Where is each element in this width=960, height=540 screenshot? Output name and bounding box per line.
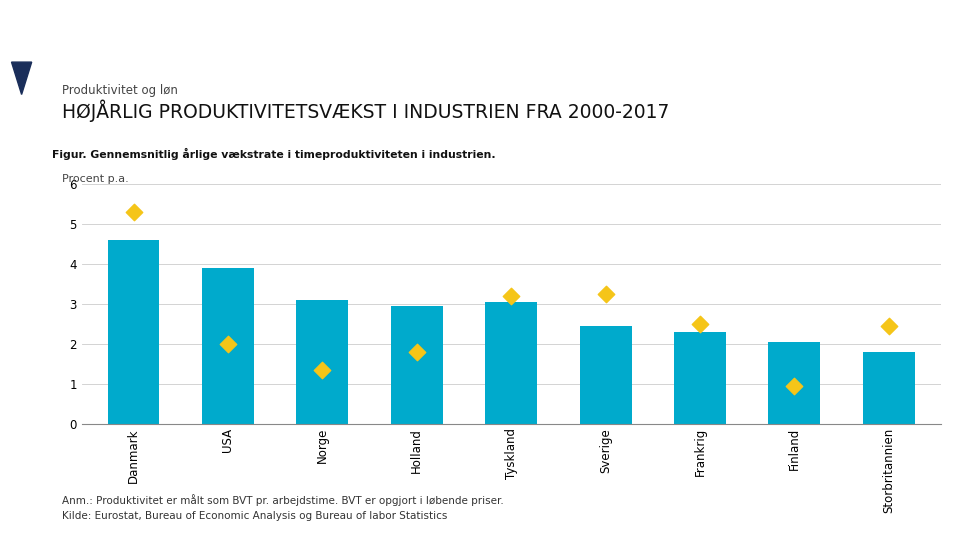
Point [315, 366, 330, 374]
Bar [391, 306, 443, 424]
Bar [769, 342, 821, 424]
Point [787, 382, 803, 390]
Bar [863, 352, 915, 424]
Text: DANSK
METAL: DANSK METAL [896, 20, 937, 42]
Text: Anm.: Produktivitet er målt som BVT pr. arbejdstime. BVT er opgjort i løbende pr: Anm.: Produktivitet er målt som BVT pr. … [62, 494, 504, 506]
Point [409, 348, 424, 356]
Point [692, 320, 708, 328]
Text: Produktivitet og løn: Produktivitet og løn [62, 84, 179, 97]
Text: ✕: ✕ [908, 26, 916, 36]
Bar [485, 302, 538, 424]
Point [220, 340, 235, 348]
FancyBboxPatch shape [898, 9, 926, 53]
Bar [108, 240, 159, 424]
Polygon shape [12, 62, 32, 94]
Text: Procent p.a.: Procent p.a. [62, 174, 130, 184]
Point [881, 321, 897, 330]
Text: Figur. Gennemsnitlig årlige vækstrate i timeproduktiviteten i industrien.: Figur. Gennemsnitlig årlige vækstrate i … [52, 148, 495, 160]
Bar [580, 326, 632, 424]
Bar [674, 332, 726, 424]
Text: HØJÅRLIG PRODUKTIVITETSVÆKST I INDUSTRIEN FRA 2000-2017: HØJÅRLIG PRODUKTIVITETSVÆKST I INDUSTRIE… [62, 100, 670, 123]
Point [598, 289, 613, 298]
Point [126, 207, 141, 216]
Bar [297, 300, 348, 424]
Text: Kilde: Eurostat, Bureau of Economic Analysis og Bureau of labor Statistics: Kilde: Eurostat, Bureau of Economic Anal… [62, 511, 447, 522]
Bar [202, 268, 253, 424]
Point [503, 292, 518, 300]
